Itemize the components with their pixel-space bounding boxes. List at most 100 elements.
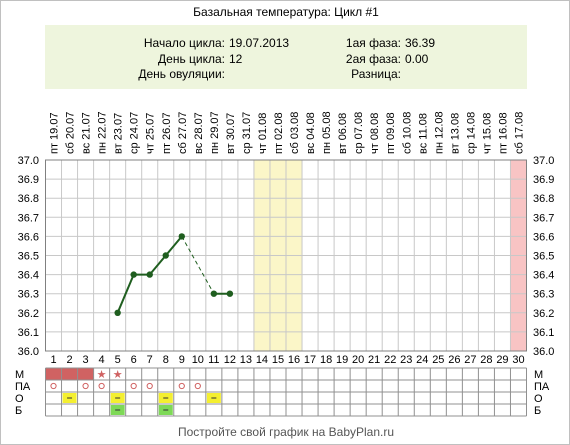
menses-cell xyxy=(77,368,94,380)
x-day-label: 12 xyxy=(224,354,236,366)
x-day-label: 24 xyxy=(416,354,428,366)
x-date-label: сб 17.08 xyxy=(513,112,525,154)
y-tick-label-right: 36.9 xyxy=(533,174,554,186)
x-date-label: ср 31.07 xyxy=(241,112,253,154)
x-date-label: вс 04.08 xyxy=(305,112,317,154)
cycle-info-box: Начало цикла: 19.07.2013 День цикла: 12 … xyxy=(45,25,527,89)
temperature-point xyxy=(130,271,137,278)
x-day-label: 15 xyxy=(272,354,284,366)
row-label-right: М xyxy=(534,369,543,381)
temperature-segment xyxy=(164,235,183,257)
x-day-label: 21 xyxy=(368,354,380,366)
x-day-label: 29 xyxy=(496,354,508,366)
temperature-segment xyxy=(116,274,135,314)
temperature-point xyxy=(226,290,234,297)
y-tick-label-left: 36.2 xyxy=(18,308,39,320)
temperature-segment xyxy=(181,236,215,294)
menses-cell xyxy=(61,368,78,380)
y-tick-label-left: 36.5 xyxy=(18,251,39,263)
x-day-label: 20 xyxy=(352,354,364,366)
y-tick-label-right: 36.4 xyxy=(533,270,554,282)
x-day-label: 23 xyxy=(400,354,412,366)
circle-marker xyxy=(130,382,137,390)
y-tick-label-right: 36.8 xyxy=(533,193,554,205)
circle-marker xyxy=(98,382,105,390)
x-day-label: 4 xyxy=(99,354,105,366)
x-day-label: 16 xyxy=(288,354,300,366)
temperature-point xyxy=(114,309,121,316)
x-date-label: вс 28.07 xyxy=(193,112,205,154)
x-day-label: 22 xyxy=(384,354,396,366)
x-day-label: 8 xyxy=(163,354,169,366)
x-day-label: 13 xyxy=(240,354,252,366)
x-day-label: 7 xyxy=(147,354,153,366)
x-day-label: 5 xyxy=(115,354,121,366)
y-tick-label-left: 36.0 xyxy=(18,346,39,358)
x-day-label: 17 xyxy=(304,354,316,366)
x-date-label: ср 24.07 xyxy=(129,112,141,154)
x-date-label: вт 06.08 xyxy=(337,113,349,154)
row-label-left: М xyxy=(15,369,24,381)
cycle-start-label: Начало цикла: xyxy=(143,36,225,50)
x-date-label: вт 30.07 xyxy=(225,113,237,154)
y-tick-label-left: 37.0 xyxy=(18,155,39,167)
plot-frame xyxy=(45,159,527,352)
y-tick-label-left: 36.4 xyxy=(18,270,39,282)
y-tick-label-right: 36.5 xyxy=(533,251,554,263)
x-date-label: сб 10.08 xyxy=(401,112,413,154)
phase2-value: 0.00 xyxy=(405,52,429,66)
row-label-left: Б xyxy=(15,405,22,417)
y-tick-label-right: 36.7 xyxy=(533,212,554,224)
x-date-label: вс 21.07 xyxy=(81,112,93,154)
temperature-segment xyxy=(148,254,167,276)
y-tick-label-right: 36.6 xyxy=(533,231,554,243)
temperature-point xyxy=(162,252,169,259)
x-date-label: пн 22.07 xyxy=(97,111,109,154)
x-date-label: вт 13.08 xyxy=(449,113,461,154)
y-tick-label-left: 36.1 xyxy=(18,327,39,339)
phase1-value: 36.39 xyxy=(405,36,436,50)
y-tick-label-left: 36.8 xyxy=(18,193,39,205)
phase2-label: 2ая фаза: xyxy=(345,52,401,66)
x-date-label: ср 07.08 xyxy=(353,112,365,154)
x-day-label: 30 xyxy=(512,354,524,366)
x-date-label: пт 16.08 xyxy=(497,112,509,154)
x-day-label: 28 xyxy=(480,354,492,366)
x-day-label: 19 xyxy=(336,354,348,366)
x-date-label: ср 14.08 xyxy=(465,112,477,154)
row-label-right: Б xyxy=(534,405,541,417)
x-day-label: 9 xyxy=(179,354,185,366)
y-tick-label-left: 36.6 xyxy=(18,231,39,243)
x-date-label: чт 01.08 xyxy=(257,113,269,154)
y-tick-label-left: 36.3 xyxy=(18,289,39,301)
star-marker: ★ xyxy=(97,369,107,381)
x-date-label: чт 08.08 xyxy=(369,113,381,154)
x-date-label: сб 03.08 xyxy=(289,112,301,154)
x-day-label: 27 xyxy=(464,354,476,366)
temperature-point xyxy=(178,233,185,240)
y-tick-label-left: 36.9 xyxy=(18,174,39,186)
x-day-label: 3 xyxy=(83,354,89,366)
circle-marker xyxy=(178,382,185,390)
x-date-label: пн 05.08 xyxy=(321,111,333,154)
temperature-chart: 37.0 37.0 36.9 36.9 36.8 36.8 36.7 36.7 36.6 36.6… xyxy=(15,111,554,417)
x-date-label: вс 11.08 xyxy=(417,113,429,154)
x-date-label: пн 29.07 xyxy=(209,111,221,154)
x-day-label: 18 xyxy=(320,354,332,366)
temperature-point xyxy=(146,271,153,278)
cycle-day-label: День цикла: xyxy=(158,52,225,66)
y-tick-label-right: 36.1 xyxy=(533,327,554,339)
x-day-label: 1 xyxy=(50,354,56,366)
x-day-label: 14 xyxy=(256,354,268,366)
x-date-label: пн 12.08 xyxy=(433,111,445,154)
chart-title: Базальная температура: Цикл #1 xyxy=(193,5,379,19)
x-day-label: 10 xyxy=(192,354,204,366)
y-tick-label-right: 36.0 xyxy=(533,346,554,358)
phase1-label: 1ая фаза: xyxy=(345,36,401,50)
x-day-label: 6 xyxy=(131,354,137,366)
circle-marker xyxy=(82,382,89,390)
footer-link[interactable]: Постройте свой график на BabyPlan.ru xyxy=(177,425,395,439)
circle-marker xyxy=(146,382,153,390)
x-day-label: 26 xyxy=(448,354,460,366)
